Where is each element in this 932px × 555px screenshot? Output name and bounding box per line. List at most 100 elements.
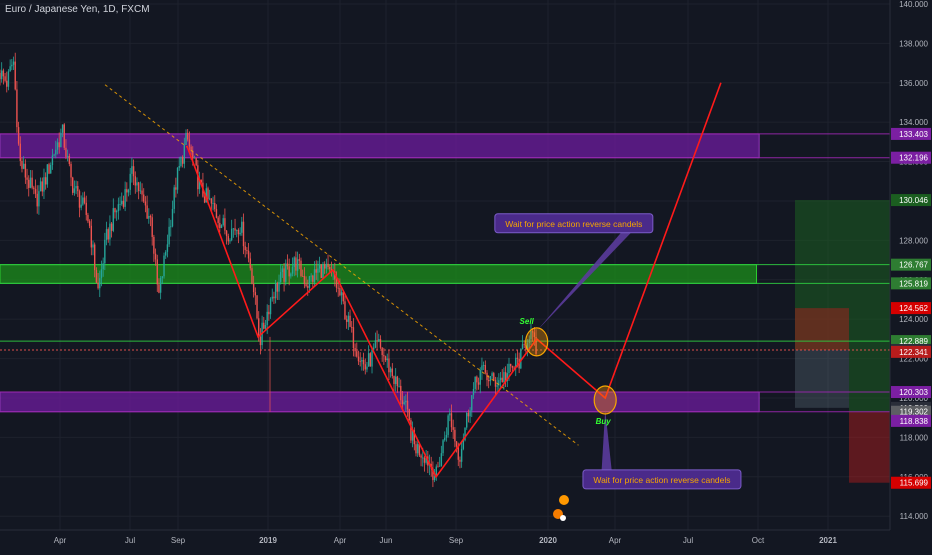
price-label: 132.196 (899, 154, 928, 163)
candle-body (39, 181, 42, 192)
candle-body (92, 244, 94, 248)
candle-body (406, 400, 409, 410)
candle-body (224, 218, 226, 231)
candle-body (376, 340, 378, 342)
candle-body (278, 281, 280, 292)
candle-body (342, 292, 344, 302)
candle-body (185, 132, 187, 145)
candle-body (340, 292, 343, 296)
candle-body (307, 286, 309, 288)
candle-body (258, 318, 260, 337)
x-tick-label: Apr (609, 536, 622, 545)
candle-body (134, 176, 136, 186)
candle-body (384, 356, 387, 361)
candle-body (460, 448, 463, 462)
candle-body (151, 217, 153, 237)
candle-body (295, 257, 297, 271)
candle-body (410, 420, 412, 441)
candle-body (493, 373, 495, 381)
x-tick-label: Sep (449, 536, 464, 545)
candle-body (435, 466, 437, 477)
candle-body (87, 214, 89, 222)
candle-body (198, 180, 201, 190)
price-label-bg (891, 151, 931, 164)
candle-body (131, 166, 133, 174)
candle-body (126, 189, 128, 193)
candle-body (63, 124, 65, 148)
candle-body (318, 264, 321, 269)
candle-body (117, 204, 120, 212)
candle-body (344, 301, 346, 320)
candle-body (214, 203, 216, 210)
candle-body (440, 453, 443, 466)
y-tick-label: 118.000 (900, 433, 929, 442)
price-axis-bg (890, 0, 932, 550)
candle-body (112, 208, 114, 231)
time-axis-bg (0, 530, 890, 550)
candle-body (178, 166, 180, 168)
candle-body (477, 382, 480, 385)
candle-body (12, 61, 15, 65)
candle-body (503, 372, 505, 383)
candle-body (467, 412, 470, 417)
candle-body (491, 373, 493, 377)
candle-body (19, 143, 21, 161)
candle-body (400, 385, 402, 401)
candle-body (170, 226, 172, 228)
candle-body (301, 275, 304, 277)
candle-body (200, 180, 202, 183)
candle-body (229, 240, 231, 242)
candle-body (313, 269, 316, 282)
y-tick-label: 134.000 (899, 118, 928, 127)
candle-body (425, 456, 427, 463)
candle-body (482, 365, 485, 366)
price-label-bg (891, 277, 931, 290)
candle-body (48, 164, 50, 174)
candle-body (323, 264, 326, 269)
candle-body (296, 259, 299, 271)
y-tick-label: 124.000 (899, 315, 928, 324)
candle-body (190, 146, 192, 152)
candle-body (516, 357, 519, 359)
candle-body (88, 221, 91, 226)
candle-body (345, 319, 348, 322)
candle-body (210, 198, 213, 204)
candle-body (462, 440, 465, 449)
candle-body (171, 208, 174, 227)
candle-body (471, 395, 473, 411)
candle-body (129, 173, 131, 190)
candle-body (80, 204, 82, 208)
candle-body (450, 413, 453, 428)
position-neutral-zone (795, 349, 849, 408)
candle-body (320, 264, 322, 278)
candle-body (173, 187, 175, 209)
candle-body (104, 239, 106, 264)
candle-body (352, 327, 355, 349)
candle-body (95, 270, 98, 283)
candle-body (73, 188, 76, 193)
candle-body (241, 221, 243, 233)
candle-body (274, 282, 277, 299)
candle-body (268, 311, 270, 315)
candle-body (60, 132, 62, 148)
candle-body (356, 351, 358, 357)
candle-body (149, 215, 152, 218)
candle-body (293, 257, 295, 267)
candle-body (339, 287, 341, 296)
candle-body (165, 251, 167, 256)
candle-body (526, 343, 529, 350)
candle-body (454, 429, 456, 442)
candle-body (46, 164, 49, 185)
x-tick-label: Jul (125, 536, 135, 545)
candle-body (139, 190, 142, 192)
candle-body (389, 368, 392, 373)
candle-body (144, 201, 147, 206)
event-icon (559, 495, 569, 505)
candle-body (420, 455, 422, 458)
candle-body (455, 441, 458, 447)
candle-body (280, 272, 282, 282)
candle-body (501, 377, 503, 383)
candle-body (26, 177, 28, 180)
candle-body (273, 296, 275, 299)
